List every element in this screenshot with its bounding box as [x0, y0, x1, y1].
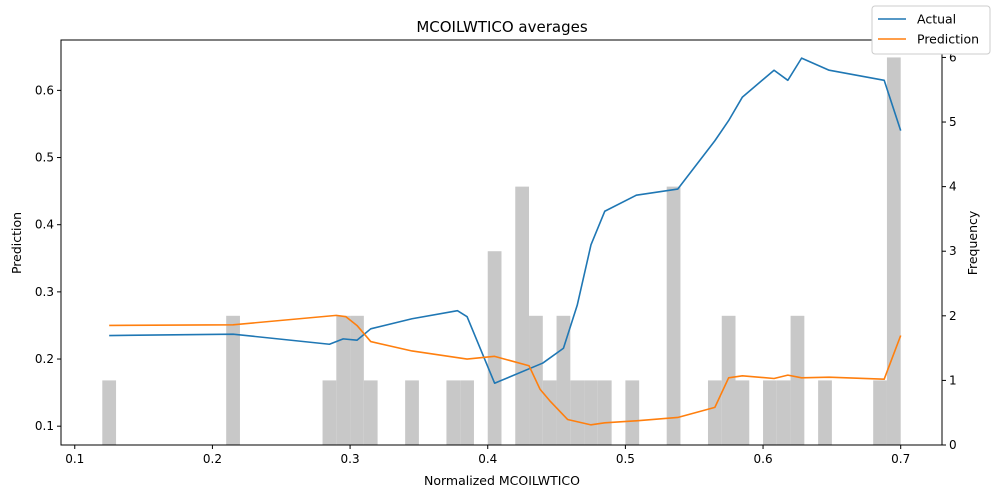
x-tick-label-5: 0.6	[754, 452, 773, 466]
histogram-bar-23	[776, 380, 791, 445]
x-tick-label-6: 0.7	[891, 452, 910, 466]
legend-box	[871, 5, 991, 55]
series-lines	[109, 57, 902, 426]
y2-tick-label-5: 5	[949, 115, 957, 129]
y2-axis-label: Frequency	[965, 210, 980, 275]
histogram-bar-3	[336, 315, 351, 445]
x-tick-label-1: 0.2	[203, 452, 222, 466]
series-line-actual	[109, 57, 902, 385]
histogram-bar-25	[818, 380, 832, 445]
y2-tick-label-0: 0	[949, 438, 957, 452]
histogram-bar-18	[666, 186, 681, 445]
y2-tick-label-4: 4	[949, 180, 957, 194]
histogram-bar-4	[350, 315, 364, 445]
y-tick-label-5: 0.6	[35, 83, 54, 97]
histogram-bar-26	[873, 380, 887, 445]
legend-label-actual: Actual	[917, 12, 956, 27]
y2-tick-label-3: 3	[949, 244, 957, 258]
histogram-bar-27	[886, 57, 901, 446]
histogram-bar-20	[721, 315, 736, 445]
plot-frame	[60, 39, 943, 446]
y2-tick-label-2: 2	[949, 309, 957, 323]
x-tick-label-2: 0.3	[341, 452, 360, 466]
histogram-bar-5	[363, 380, 378, 445]
y-axis-label: Prediction	[9, 212, 24, 274]
histogram-bar-10	[515, 186, 530, 445]
legend-label-prediction: Prediction	[917, 32, 979, 47]
histogram-bar-17	[625, 380, 640, 445]
histogram-bar-9	[487, 251, 502, 445]
histogram-bar-24	[790, 315, 805, 445]
x-tick-label-0: 0.1	[65, 452, 84, 466]
histogram	[102, 57, 901, 446]
y-tick-label-4: 0.5	[35, 151, 54, 165]
legend: Actual Prediction	[871, 5, 991, 55]
chart-title: MCOILWTICO averages	[416, 18, 587, 36]
histogram-bar-7	[446, 380, 461, 445]
histogram-bar-22	[763, 380, 777, 445]
histogram-bar-1	[226, 315, 240, 445]
histogram-bar-15	[584, 380, 598, 445]
histogram-bar-14	[570, 380, 585, 445]
y-tick-label-3: 0.4	[35, 218, 54, 232]
y-tick-label-2: 0.3	[35, 285, 54, 299]
series-line-prediction	[109, 314, 902, 426]
y-tick-label-1: 0.2	[35, 352, 54, 366]
y-axis-right: 0 1 2 3 4 5 6	[942, 50, 957, 452]
histogram-bar-16	[597, 380, 612, 445]
histogram-bar-8	[460, 380, 474, 445]
histogram-bar-21	[735, 380, 750, 445]
y2-tick-label-6: 6	[949, 50, 957, 64]
x-axis-label: Normalized MCOILWTICO	[424, 473, 580, 488]
x-tick-label-4: 0.5	[616, 452, 635, 466]
y2-tick-label-1: 1	[949, 373, 957, 387]
histogram-bar-2	[322, 380, 337, 445]
histogram-bar-19	[707, 380, 722, 445]
histogram-bar-6	[405, 380, 419, 445]
y-axis-left: 0.1 0.2 0.3 0.4 0.5 0.6	[35, 83, 61, 433]
x-axis: 0.1 0.2 0.3 0.4 0.5 0.6 0.7	[65, 445, 910, 466]
histogram-bar-13	[556, 315, 571, 445]
histogram-bar-0	[102, 380, 117, 445]
x-tick-label-3: 0.4	[478, 452, 497, 466]
histogram-bar-12	[542, 380, 557, 445]
y-tick-label-0: 0.1	[35, 419, 54, 433]
